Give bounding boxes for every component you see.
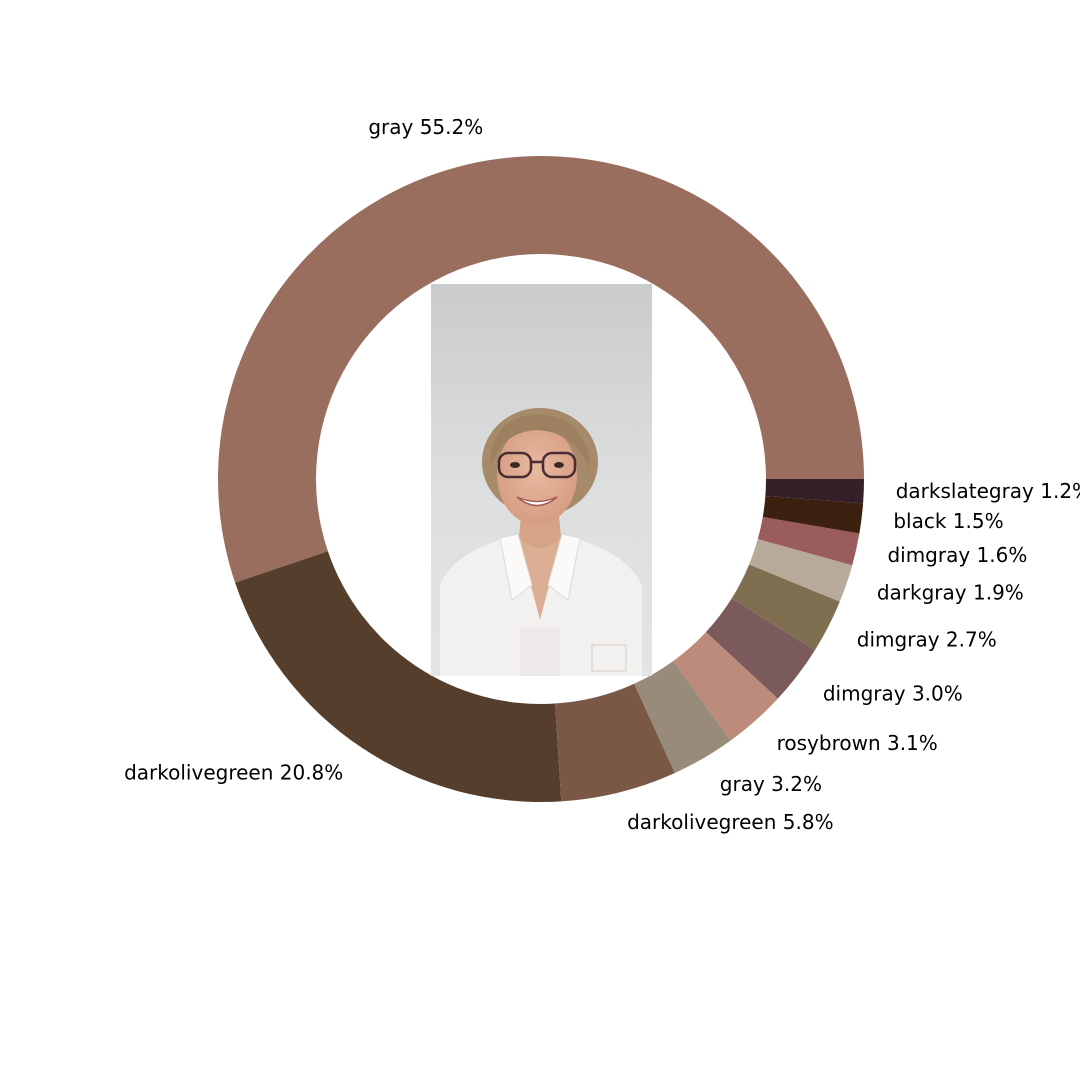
slice-label-6: dimgray 3.0% [823, 681, 963, 705]
center-portrait-photo [431, 284, 652, 676]
slice-label-7: dimgray 2.7% [857, 628, 997, 652]
slice-label-1: gray 55.2% [368, 115, 483, 139]
donut-slice-7 [731, 564, 840, 651]
slice-label-5: rosybrown 3.1% [777, 731, 938, 755]
donut-slice-9 [757, 516, 860, 566]
donut-slice-8 [749, 539, 853, 602]
donut-slice-4 [634, 661, 731, 773]
slice-label-3: darkolivegreen 5.8% [627, 810, 833, 834]
donut-slice-2 [235, 551, 562, 802]
donut-slice-11 [765, 479, 864, 504]
donut-slice-5 [673, 631, 778, 741]
donut-slice-6 [705, 598, 815, 699]
slice-label-8: darkgray 1.9% [877, 580, 1024, 604]
slice-label-9: dimgray 1.6% [887, 543, 1027, 567]
slice-label-11: darkslategray 1.2% [896, 479, 1080, 503]
donut-slice-3 [555, 683, 675, 802]
donut-slices [217, 155, 864, 802]
slice-label-10: black 1.5% [893, 509, 1003, 533]
slice-label-4: gray 3.2% [720, 772, 822, 796]
slice-label-2: darkolivegreen 20.8% [124, 760, 343, 784]
donut-slice-1 [217, 155, 864, 583]
donut-slice-10 [762, 495, 864, 534]
slice-labels: gray 55.2% darkolivegreen 20.8% darkoliveg… [124, 115, 1080, 834]
